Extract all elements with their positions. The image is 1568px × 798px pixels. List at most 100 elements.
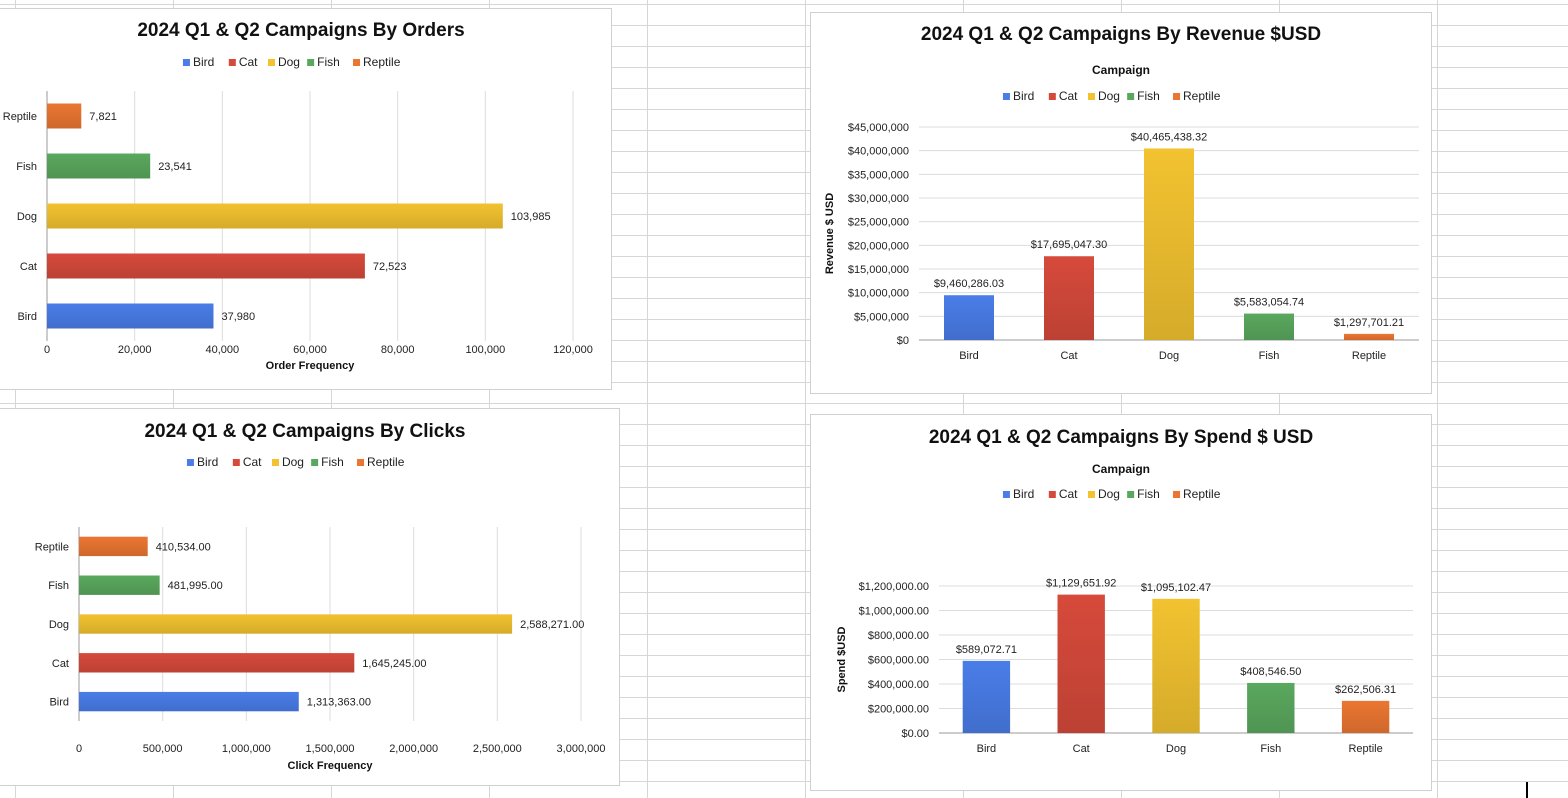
data-label-dog: 103,985: [511, 211, 551, 223]
data-label-cat: $1,129,651.92: [1046, 578, 1116, 590]
category-label-reptile: Reptile: [3, 111, 37, 123]
legend-swatch: [228, 59, 236, 66]
spend-chart[interactable]: 2024 Q1 & Q2 Campaigns By Spend $ USD Cam…: [810, 414, 1432, 791]
chart-subtitle: Campaign: [1092, 462, 1150, 476]
value-tick-label: $25,000,000: [848, 217, 909, 229]
data-label-cat: 72,523: [373, 261, 407, 273]
legend-item-dog: Dog: [282, 455, 304, 469]
bar-reptile: [47, 103, 82, 129]
legend-item-cat: Cat: [1059, 89, 1078, 103]
category-label-fish: Fish: [1259, 350, 1280, 362]
orders-chart-svg: 2024 Q1 & Q2 Campaigns By Orders Bird Cat D…: [3, 20, 593, 372]
legend-swatch: [1173, 93, 1181, 100]
data-label-dog: $40,465,438.32: [1131, 131, 1207, 143]
bar-dog: [1144, 148, 1194, 340]
value-tick-label: $1,200,000.00: [859, 581, 929, 593]
value-axis-label: Order Frequency: [266, 360, 356, 372]
legend-swatch: [1002, 93, 1010, 100]
value-tick-label: $0: [897, 335, 909, 347]
bar-fish: [79, 575, 160, 595]
legend-swatch: [307, 59, 315, 66]
data-label-bird: 37,980: [221, 311, 255, 323]
value-tick-label: $15,000,000: [848, 264, 909, 276]
value-tick-label: $600,000.00: [868, 655, 929, 667]
data-label-cat: 1,645,245.00: [362, 658, 426, 670]
category-label-cat: Cat: [20, 261, 37, 273]
legend-swatch: [311, 459, 319, 466]
data-label-reptile: 7,821: [89, 111, 117, 123]
value-tick-label: 0: [44, 344, 50, 356]
bar-cat: [1044, 256, 1094, 340]
category-label-cat: Cat: [1060, 350, 1077, 362]
category-label-reptile: Reptile: [35, 541, 69, 553]
category-label-reptile: Reptile: [1352, 350, 1386, 362]
bar-reptile: [1344, 333, 1394, 340]
bar-cat: [79, 653, 355, 673]
bar-dog: [47, 203, 503, 229]
bar-bird: [47, 303, 214, 329]
value-tick-label: 1,000,000: [222, 743, 271, 755]
value-tick-label: 60,000: [293, 344, 327, 356]
category-label-dog: Dog: [17, 211, 37, 223]
orders-chart[interactable]: 2024 Q1 & Q2 Campaigns By Orders Bird Cat D…: [0, 8, 612, 390]
legend-swatch: [1048, 491, 1056, 498]
value-tick-label: 120,000: [553, 344, 593, 356]
bar-reptile: [79, 536, 148, 557]
data-label-fish: $408,546.50: [1240, 666, 1301, 678]
data-label-fish: 23,541: [158, 161, 192, 173]
spend-chart-svg: 2024 Q1 & Q2 Campaigns By Spend $ USD Cam…: [836, 427, 1413, 755]
legend-swatch: [186, 459, 194, 466]
category-label-fish: Fish: [48, 580, 69, 592]
category-label-bird: Bird: [17, 311, 37, 323]
legend-swatch: [1048, 93, 1056, 100]
category-label-dog: Dog: [1166, 743, 1186, 755]
bar-reptile: [1341, 700, 1390, 733]
value-tick-label: $0.00: [901, 728, 929, 740]
revenue-chart-svg: 2024 Q1 & Q2 Campaigns By Revenue $USD Ca…: [824, 24, 1419, 362]
value-tick-label: $1,000,000.00: [859, 606, 929, 618]
clicks-chart[interactable]: 2024 Q1 & Q2 Campaigns By Clicks Bird Cat D…: [0, 408, 620, 786]
data-label-dog: 2,588,271.00: [520, 619, 584, 631]
category-label-fish: Fish: [16, 161, 37, 173]
bar-dog: [1152, 598, 1200, 733]
data-label-reptile: 410,534.00: [156, 541, 211, 553]
value-tick-label: 2,000,000: [389, 743, 438, 755]
legend-item-bird: Bird: [193, 55, 214, 69]
data-label-cat: $17,695,047.30: [1031, 239, 1107, 251]
legend-swatch: [232, 459, 240, 466]
legend-item-cat: Cat: [239, 55, 258, 69]
legend-swatch: [271, 459, 279, 466]
legend-swatch: [1087, 93, 1095, 100]
value-tick-label: $20,000,000: [848, 240, 909, 252]
value-tick-label: $10,000,000: [848, 288, 909, 300]
value-axis-label: Revenue $ USD: [824, 193, 836, 274]
legend-swatch: [357, 459, 365, 466]
legend-swatch: [267, 59, 275, 66]
value-tick-label: 40,000: [206, 344, 240, 356]
category-label-reptile: Reptile: [1348, 743, 1382, 755]
legend-item-bird: Bird: [1013, 487, 1034, 501]
chart-legend: Bird Cat Dog Fish Reptile: [1002, 89, 1221, 103]
data-label-bird: $9,460,286.03: [934, 278, 1004, 290]
category-label-bird: Bird: [977, 743, 997, 755]
legend-item-reptile: Reptile: [1183, 89, 1221, 103]
legend-item-reptile: Reptile: [1183, 487, 1221, 501]
data-label-fish: $5,583,054.74: [1234, 297, 1304, 309]
legend-swatch: [353, 59, 361, 66]
category-label-fish: Fish: [1260, 743, 1281, 755]
bar-bird: [79, 691, 299, 712]
value-tick-label: $800,000.00: [868, 630, 929, 642]
value-tick-label: 100,000: [465, 344, 505, 356]
value-tick-label: 0: [76, 743, 82, 755]
revenue-chart[interactable]: 2024 Q1 & Q2 Campaigns By Revenue $USD Ca…: [810, 12, 1432, 394]
bar-fish: [1247, 682, 1295, 733]
data-label-fish: 481,995.00: [168, 580, 223, 592]
legend-swatch: [1087, 491, 1095, 498]
value-tick-label: $45,000,000: [848, 122, 909, 134]
legend-item-bird: Bird: [197, 455, 218, 469]
chart-legend: Bird Cat Dog Fish Reptile: [1002, 487, 1221, 501]
bar-bird: [944, 295, 994, 340]
value-axis-label: Click Frequency: [288, 760, 374, 772]
legend-swatch: [182, 59, 190, 66]
legend-item-fish: Fish: [1137, 487, 1160, 501]
